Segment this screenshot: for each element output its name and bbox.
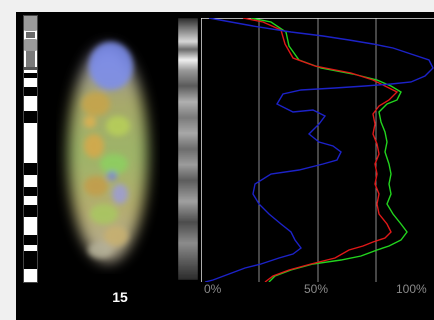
red-profile-line <box>242 18 399 282</box>
karyotype-panel: 15 <box>16 12 434 320</box>
axis-tick-50: 50% <box>304 282 329 296</box>
chromosome-image <box>68 42 148 262</box>
chromosome-number-label: 15 <box>112 289 128 305</box>
intensity-banding-strip <box>178 18 198 280</box>
axis-tick-0: 0% <box>204 282 222 296</box>
intensity-profile-plot <box>201 18 434 282</box>
axis-tick-100: 100% <box>396 282 427 296</box>
chromosome-ideogram <box>23 15 38 283</box>
green-profile-line <box>250 18 408 282</box>
blue-profile-line <box>204 18 434 282</box>
